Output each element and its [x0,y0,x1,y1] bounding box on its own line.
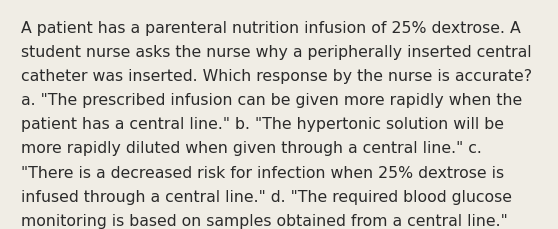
Text: monitoring is based on samples obtained from a central line.": monitoring is based on samples obtained … [21,213,508,228]
Text: "There is a decreased risk for infection when 25% dextrose is: "There is a decreased risk for infection… [21,165,504,180]
Text: more rapidly diluted when given through a central line." c.: more rapidly diluted when given through … [21,141,482,156]
Text: catheter was inserted. Which response by the nurse is accurate?: catheter was inserted. Which response by… [21,69,532,84]
Text: a. "The prescribed infusion can be given more rapidly when the: a. "The prescribed infusion can be given… [21,93,522,108]
Text: A patient has a parenteral nutrition infusion of 25% dextrose. A: A patient has a parenteral nutrition inf… [21,21,521,35]
Text: infused through a central line." d. "The required blood glucose: infused through a central line." d. "The… [21,189,512,204]
Text: student nurse asks the nurse why a peripherally inserted central: student nurse asks the nurse why a perip… [21,45,532,60]
Text: patient has a central line." b. "The hypertonic solution will be: patient has a central line." b. "The hyp… [21,117,504,132]
